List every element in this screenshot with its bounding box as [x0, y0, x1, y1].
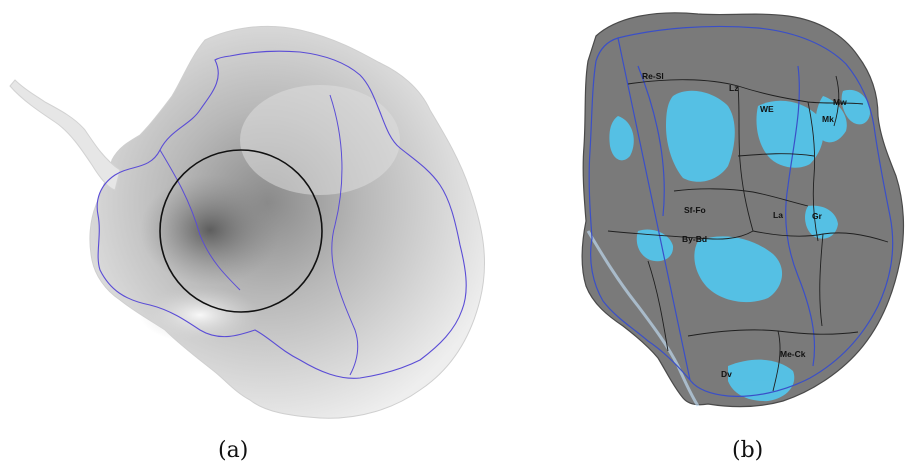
caption-b: (b) — [732, 438, 764, 463]
dark-interior — [140, 175, 280, 285]
rugged-coast — [586, 230, 700, 407]
antarctica-grayscale-map — [9, 25, 485, 419]
panel-a-map — [9, 25, 485, 419]
region-label-by-bd: By-Bd — [682, 234, 707, 244]
region-label-gr: Gr — [812, 211, 823, 221]
grounding-line-inner — [329, 94, 359, 376]
region-label-la: La — [773, 210, 783, 220]
bright-ice-shelf — [140, 287, 260, 343]
region-label-sf-fo: Sf-Fo — [684, 205, 706, 215]
grounding-line — [96, 50, 467, 379]
study-area-circle — [159, 149, 323, 313]
region-label-we: WE — [760, 104, 774, 114]
basin-region-map: Re-Sl Lz WE Mw Mk Sf-Fo La Gr By-Bd Me-C… — [581, 12, 905, 408]
peninsula — [9, 79, 121, 191]
region-label-re-sl: Re-Sl — [642, 71, 664, 81]
basin-boundaries — [607, 75, 889, 392]
region-label-mk: Mk — [822, 114, 834, 124]
region-label-dv: Dv — [721, 369, 732, 379]
grounding-line-west — [159, 149, 241, 291]
region-label-mw: Mw — [833, 97, 847, 107]
caption-a: (a) — [218, 438, 249, 463]
east-plateau — [240, 85, 400, 195]
grounding-lines — [588, 25, 894, 397]
region-label-lz: Lz — [729, 83, 738, 93]
panel-b-map: Re-Sl Lz WE Mw Mk Sf-Fo La Gr By-Bd Me-C… — [578, 6, 910, 472]
terrain-landmass — [581, 12, 905, 408]
region-label-me-ck: Me-Ck — [780, 349, 806, 359]
ice-highlights — [609, 89, 870, 402]
